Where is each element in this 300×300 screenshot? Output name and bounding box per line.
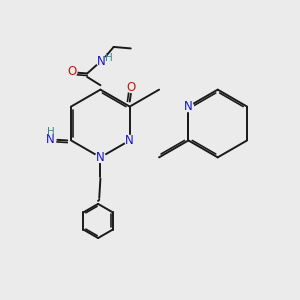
- Circle shape: [46, 135, 56, 145]
- Text: N: N: [125, 134, 134, 147]
- Circle shape: [126, 82, 136, 92]
- Text: N: N: [97, 55, 106, 68]
- Circle shape: [96, 56, 106, 66]
- Text: N: N: [96, 151, 105, 164]
- Circle shape: [95, 152, 105, 162]
- Text: H: H: [105, 52, 113, 62]
- Text: O: O: [127, 81, 136, 94]
- Text: O: O: [67, 65, 76, 79]
- Circle shape: [125, 135, 135, 146]
- Text: N: N: [46, 133, 55, 146]
- Text: H: H: [47, 127, 55, 136]
- Text: N: N: [184, 100, 193, 113]
- Circle shape: [183, 102, 194, 112]
- Circle shape: [67, 67, 77, 77]
